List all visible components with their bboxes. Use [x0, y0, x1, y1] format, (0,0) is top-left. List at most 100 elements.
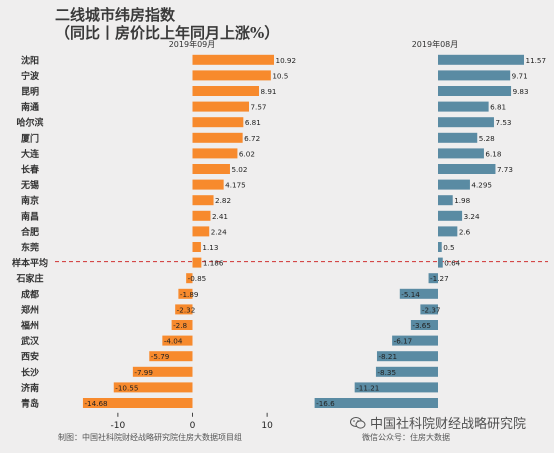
data-label: 8.91 [260, 87, 276, 96]
bar [192, 70, 271, 81]
category-label: 厦门 [21, 132, 39, 144]
data-label: -2.32 [177, 305, 196, 314]
panel-title: 2019年08月 [412, 39, 459, 49]
data-label: 0.64 [444, 259, 460, 268]
category-label: 东莞 [21, 242, 39, 254]
data-label: 4.175 [225, 181, 246, 190]
category-label: 昆明 [21, 87, 39, 98]
data-label: 11.57 [526, 56, 547, 65]
bar [428, 273, 438, 284]
bar [438, 70, 511, 81]
data-label: 3.24 [464, 212, 480, 221]
data-label: -8.35 [377, 368, 396, 377]
data-label: -5.79 [151, 352, 170, 361]
category-label: 无锡 [20, 179, 39, 191]
data-label: 9.71 [512, 71, 528, 80]
bar [192, 210, 211, 221]
bar [438, 86, 512, 96]
bar [192, 86, 259, 96]
x-tick-label: -10 [111, 421, 126, 431]
data-label: 6.18 [485, 149, 501, 158]
bar [399, 288, 438, 299]
bar [171, 320, 193, 330]
category-label: 南京 [21, 195, 39, 207]
bar [192, 257, 202, 268]
data-label: 2.82 [215, 196, 231, 205]
bar [438, 179, 470, 190]
bar [438, 226, 458, 237]
category-label: 宁波 [21, 70, 40, 82]
data-label: 7.57 [250, 103, 266, 112]
bar [438, 132, 478, 143]
category-label: 石家庄 [15, 273, 43, 285]
footer-wechat: 微信公众号：住房大数据 [362, 433, 450, 442]
category-label: 长春 [21, 164, 40, 176]
data-label: 2.6 [459, 227, 471, 236]
bar [192, 179, 224, 190]
data-label: 7.73 [497, 165, 513, 174]
data-label: 10.92 [276, 56, 297, 65]
data-label: 9.83 [513, 87, 529, 96]
data-label: -0.85 [188, 274, 207, 283]
bar [438, 164, 496, 174]
bar [178, 288, 193, 299]
data-label: -2.8 [173, 321, 187, 330]
category-label: 南昌 [21, 210, 39, 222]
footer-credit: 制图：中国社科院财经战略研究院住房大数据项目组 [58, 433, 242, 442]
data-label: 0.5 [443, 243, 454, 252]
data-label: -6.17 [394, 337, 413, 346]
category-label: 武汉 [21, 335, 40, 347]
chart-subtitle: （同比丨房价比上年同月上涨%） [55, 24, 280, 42]
bar [438, 195, 453, 206]
bar [420, 304, 438, 315]
data-label: 7.53 [495, 118, 511, 127]
bar [314, 398, 438, 408]
data-label: 4.295 [471, 181, 492, 190]
bar [438, 148, 484, 159]
category-label: 哈尔滨 [16, 117, 43, 129]
bar [438, 257, 443, 268]
x-tick-label: 10 [261, 421, 273, 431]
category-label: 沈阳 [21, 54, 39, 66]
bar [192, 242, 201, 252]
data-label: -16.6 [316, 399, 335, 408]
bar [392, 335, 438, 346]
category-label: 长沙 [21, 366, 39, 378]
data-label: 5.28 [479, 134, 495, 143]
category-label: 济南 [21, 382, 39, 394]
bar [192, 148, 238, 159]
data-label: -7.99 [134, 368, 153, 377]
x-tick-label: 0 [190, 421, 196, 431]
bar [438, 54, 524, 65]
data-label: 6.02 [239, 149, 255, 158]
bar [410, 320, 438, 330]
data-label: -8.21 [378, 352, 397, 361]
data-label: 1.186 [203, 259, 224, 268]
category-label: 成都 [21, 288, 39, 300]
bar [192, 54, 274, 65]
bar [192, 226, 210, 237]
data-label: 10.5 [272, 71, 288, 80]
data-label: -11.21 [356, 383, 379, 392]
bar [192, 132, 243, 143]
bar [438, 210, 463, 221]
category-label: 福州 [20, 320, 39, 332]
watermark: 中国社科院财经战略研究院 [370, 417, 527, 432]
category-label: 南通 [21, 101, 39, 113]
category-label: 大连 [21, 148, 40, 160]
bar [192, 101, 249, 112]
data-label: 6.81 [245, 118, 261, 127]
data-label: -1.89 [180, 290, 199, 299]
category-label: 合肥 [21, 226, 39, 238]
bar [438, 117, 494, 128]
data-label: -3.65 [412, 321, 431, 330]
bar [186, 273, 193, 284]
bar [175, 304, 193, 315]
bar [113, 382, 193, 393]
data-label: -14.68 [84, 399, 108, 408]
data-label: -5.14 [401, 290, 420, 299]
data-label: -4.04 [164, 337, 183, 346]
category-label: 西安 [21, 351, 39, 363]
bar [82, 398, 193, 408]
data-label: 1.98 [454, 196, 470, 205]
